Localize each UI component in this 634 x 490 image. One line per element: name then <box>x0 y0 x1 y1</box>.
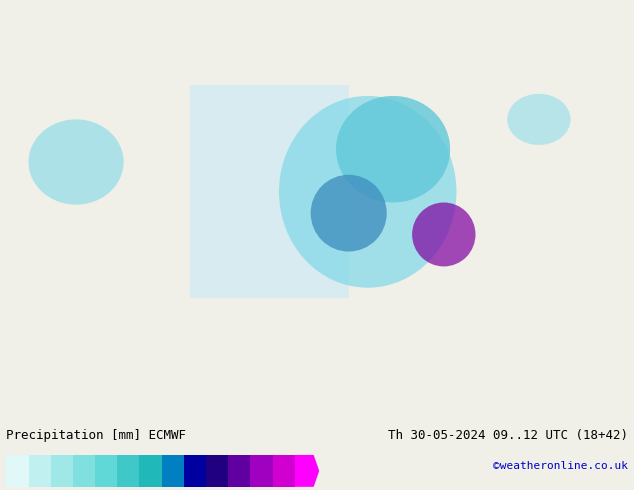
Ellipse shape <box>29 120 124 205</box>
Ellipse shape <box>412 202 476 267</box>
Bar <box>228 455 250 487</box>
Text: Th 30-05-2024 09..12 UTC (18+42): Th 30-05-2024 09..12 UTC (18+42) <box>387 429 628 442</box>
Ellipse shape <box>311 175 387 251</box>
Bar <box>206 455 228 487</box>
Bar <box>117 455 139 487</box>
Bar <box>190 85 349 298</box>
Bar <box>273 455 295 487</box>
Text: ©weatheronline.co.uk: ©weatheronline.co.uk <box>493 462 628 471</box>
Bar <box>29 455 51 487</box>
Ellipse shape <box>336 96 450 202</box>
Bar <box>162 455 184 487</box>
Bar <box>73 455 95 487</box>
Bar <box>6 455 29 487</box>
Bar <box>139 455 162 487</box>
Bar <box>95 455 117 487</box>
Polygon shape <box>295 455 319 487</box>
Text: Precipitation [mm] ECMWF: Precipitation [mm] ECMWF <box>6 429 186 442</box>
Bar <box>51 455 73 487</box>
Bar <box>250 455 273 487</box>
Ellipse shape <box>507 94 571 145</box>
Bar <box>184 455 206 487</box>
Ellipse shape <box>279 96 456 288</box>
